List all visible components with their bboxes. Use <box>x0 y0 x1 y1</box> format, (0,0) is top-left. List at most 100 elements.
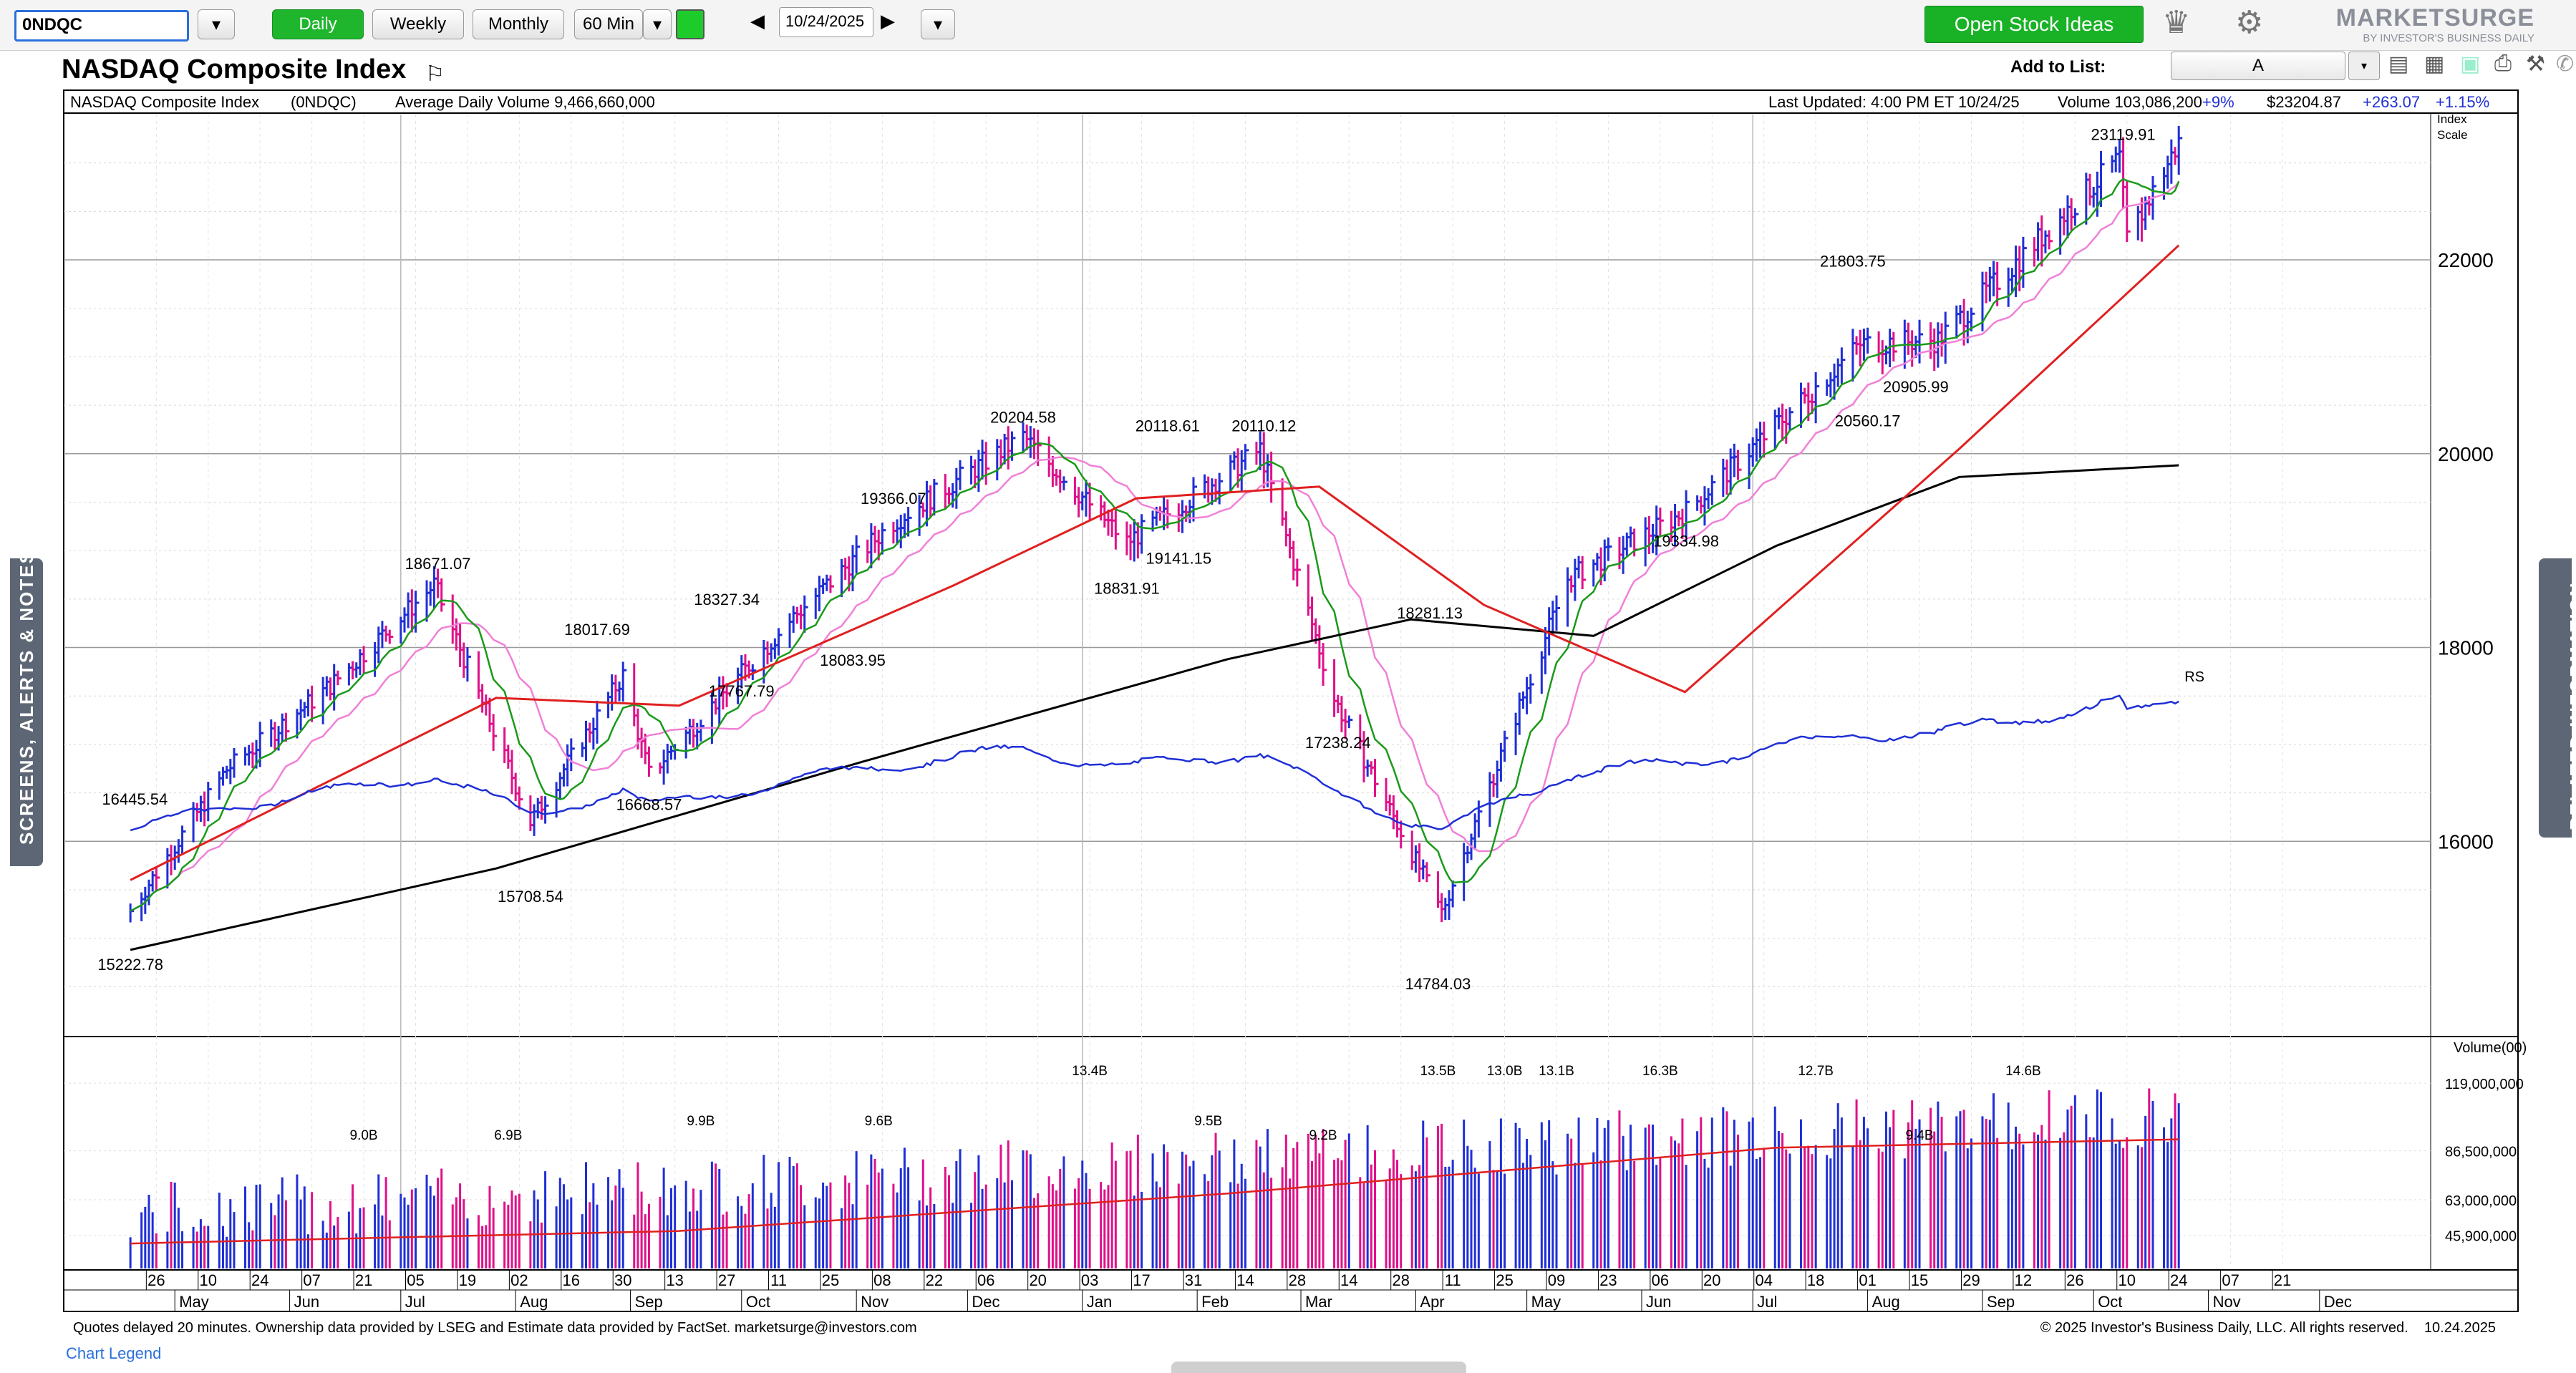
date-tick-label: 06 <box>977 1271 994 1289</box>
volume-annotation: 9.2B <box>1309 1128 1337 1143</box>
print-icon[interactable]: ⎙ <box>2494 52 2512 75</box>
info-volume-pct: +9% <box>2202 93 2234 111</box>
related-information-label: RELATED INFORMATION <box>2566 581 2576 830</box>
month-label: Oct <box>2098 1293 2122 1311</box>
date-dropdown-button[interactable]: ▾ <box>921 9 955 39</box>
copyright-text: © 2025 Investor's Business Daily, LLC. A… <box>2040 1320 2408 1336</box>
month-label: Jul <box>1757 1293 1777 1311</box>
month-label: Sep <box>1987 1293 2015 1311</box>
month-label: Nov <box>861 1293 888 1311</box>
date-tick-label: 20 <box>1029 1271 1046 1289</box>
price-annotation: 15708.54 <box>498 888 563 906</box>
flag-icon[interactable]: ⚐ <box>425 62 445 86</box>
interval-select[interactable]: 60 Min <box>574 9 643 39</box>
price-annotation: 20560.17 <box>1835 412 1901 430</box>
price-tick-label: 20000 <box>2438 443 2494 465</box>
price-tick-label: 18000 <box>2438 637 2494 659</box>
period-daily-button[interactable]: Daily <box>272 9 364 39</box>
month-label: Jun <box>1646 1293 1671 1311</box>
volume-annotation: 12.7B <box>1798 1064 1834 1079</box>
month-label: Dec <box>2324 1293 2352 1311</box>
image-icon[interactable]: ▣ <box>2460 52 2481 76</box>
month-label: May <box>179 1293 209 1311</box>
date-tick-label: 14 <box>1236 1271 1254 1289</box>
axis-labels: 16000 18000 20000 22000 45,900,000 63,000,000… <box>145 249 2527 1311</box>
symbol-dropdown-button[interactable]: ▾ <box>198 9 235 39</box>
trophy-icon[interactable]: ♛ <box>2162 5 2191 40</box>
volume-annotation: 16.3B <box>1642 1064 1678 1079</box>
page-title: NASDAQ Composite Index <box>62 54 407 84</box>
volume-annotation: 13.0B <box>1487 1064 1523 1079</box>
ma21-line <box>130 182 2180 912</box>
price-annotation: 18281.13 <box>1397 604 1463 622</box>
price-panel <box>63 112 2519 1037</box>
date-tick-label: 28 <box>1392 1271 1409 1289</box>
date-tick-label: 07 <box>2222 1271 2239 1289</box>
brand-name: MARKETSURGE <box>2335 4 2534 31</box>
interval-dropdown-button[interactable]: ▾ <box>643 9 672 39</box>
price-annotation: 20905.99 <box>1883 378 1949 396</box>
period-weekly-button[interactable]: Weekly <box>372 9 464 39</box>
date-tick-label: 28 <box>1289 1271 1306 1289</box>
date-tick-label: 25 <box>822 1271 839 1289</box>
ma10-line <box>130 178 2180 912</box>
scroll-handle[interactable] <box>1171 1362 1466 1373</box>
layout-icon[interactable]: ▦ <box>2424 52 2445 76</box>
month-label: Feb <box>1201 1293 1229 1311</box>
date-tick-label: 01 <box>1859 1271 1876 1289</box>
date-tick-label: 10 <box>200 1271 217 1289</box>
date-tick-label: 26 <box>2066 1271 2083 1289</box>
tools-icon[interactable]: ⚒ <box>2526 52 2545 76</box>
month-label: May <box>1531 1293 1561 1311</box>
month-label: Oct <box>746 1293 770 1311</box>
info-name: NASDAQ Composite Index <box>70 93 259 111</box>
price-tick-label: 22000 <box>2438 249 2494 271</box>
month-label: Mar <box>1305 1293 1332 1311</box>
period-monthly-button[interactable]: Monthly <box>473 9 564 39</box>
info-change-pct: +1.15% <box>2436 93 2489 111</box>
price-annotation: 18083.95 <box>820 651 886 669</box>
date-axis <box>63 1269 2519 1312</box>
chart-icon[interactable]: ▤ <box>2388 52 2409 76</box>
volume-bars <box>129 1088 2180 1268</box>
date-tick-label: 08 <box>873 1271 891 1289</box>
month-label: Apr <box>1420 1293 1444 1311</box>
date-tick-label: 07 <box>303 1271 320 1289</box>
date-tick-label: 02 <box>510 1271 528 1289</box>
add-to-list-select[interactable]: A <box>2171 52 2345 80</box>
info-last-updated: Last Updated: 4:00 PM ET 10/24/25 <box>1768 93 2020 111</box>
live-status-button[interactable] <box>676 9 704 39</box>
screens-alerts-notes-tab[interactable]: SCREENS, ALERTS & NOTES <box>10 550 43 866</box>
date-tick-label: 15 <box>1911 1271 1928 1289</box>
month-label: Jan <box>1087 1293 1112 1311</box>
price-annotation: 18327.34 <box>694 591 760 608</box>
open-stock-ideas-button[interactable]: Open Stock Ideas <box>1924 6 2144 43</box>
price-annotation: 14784.03 <box>1405 975 1471 993</box>
chart-legend-link[interactable]: Chart Legend <box>66 1344 162 1362</box>
date-tick-label: 11 <box>1445 1271 1461 1289</box>
date-tick-label: 19 <box>459 1271 476 1289</box>
month-label: Sep <box>635 1293 663 1311</box>
related-information-tab[interactable]: RELATED INFORMATION <box>2539 558 2576 838</box>
month-label: Nov <box>2213 1293 2241 1311</box>
price-annotation: 15222.78 <box>97 956 163 974</box>
date-tick-label: 27 <box>718 1271 735 1289</box>
info-change: +263.07 <box>2363 93 2420 111</box>
date-tick-label: 21 <box>2274 1271 2291 1289</box>
date-tick-label: 12 <box>2015 1271 2032 1289</box>
price-annotation: 19141.15 <box>1146 550 1211 568</box>
date-forward-icon[interactable]: ▶ <box>881 10 895 31</box>
date-back-icon[interactable]: ◀ <box>750 10 765 31</box>
date-input[interactable]: 10/24/2025 <box>779 7 873 37</box>
volume-annotation: 9.5B <box>1194 1114 1222 1129</box>
footer-copyright: © 2025 Investor's Business Daily, LLC. A… <box>2040 1320 2496 1336</box>
chevron-down-icon: ▾ <box>933 14 943 34</box>
add-to-list-dropdown-button[interactable]: ▾ <box>2348 52 2380 80</box>
volume-tick-label: 63,000,000 <box>2445 1193 2517 1209</box>
gear-icon[interactable]: ⚙ <box>2235 5 2264 40</box>
date-tick-label: 06 <box>1652 1271 1669 1289</box>
volume-annotation: 13.5B <box>1420 1064 1456 1079</box>
symbol-input[interactable]: 0NDQC <box>14 10 189 42</box>
phone-icon[interactable]: ✆ <box>2556 52 2575 76</box>
